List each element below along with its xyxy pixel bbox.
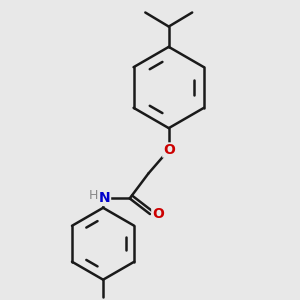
- Text: H: H: [89, 189, 98, 202]
- Text: N: N: [99, 191, 110, 206]
- Text: O: O: [163, 143, 175, 157]
- Text: O: O: [152, 207, 164, 221]
